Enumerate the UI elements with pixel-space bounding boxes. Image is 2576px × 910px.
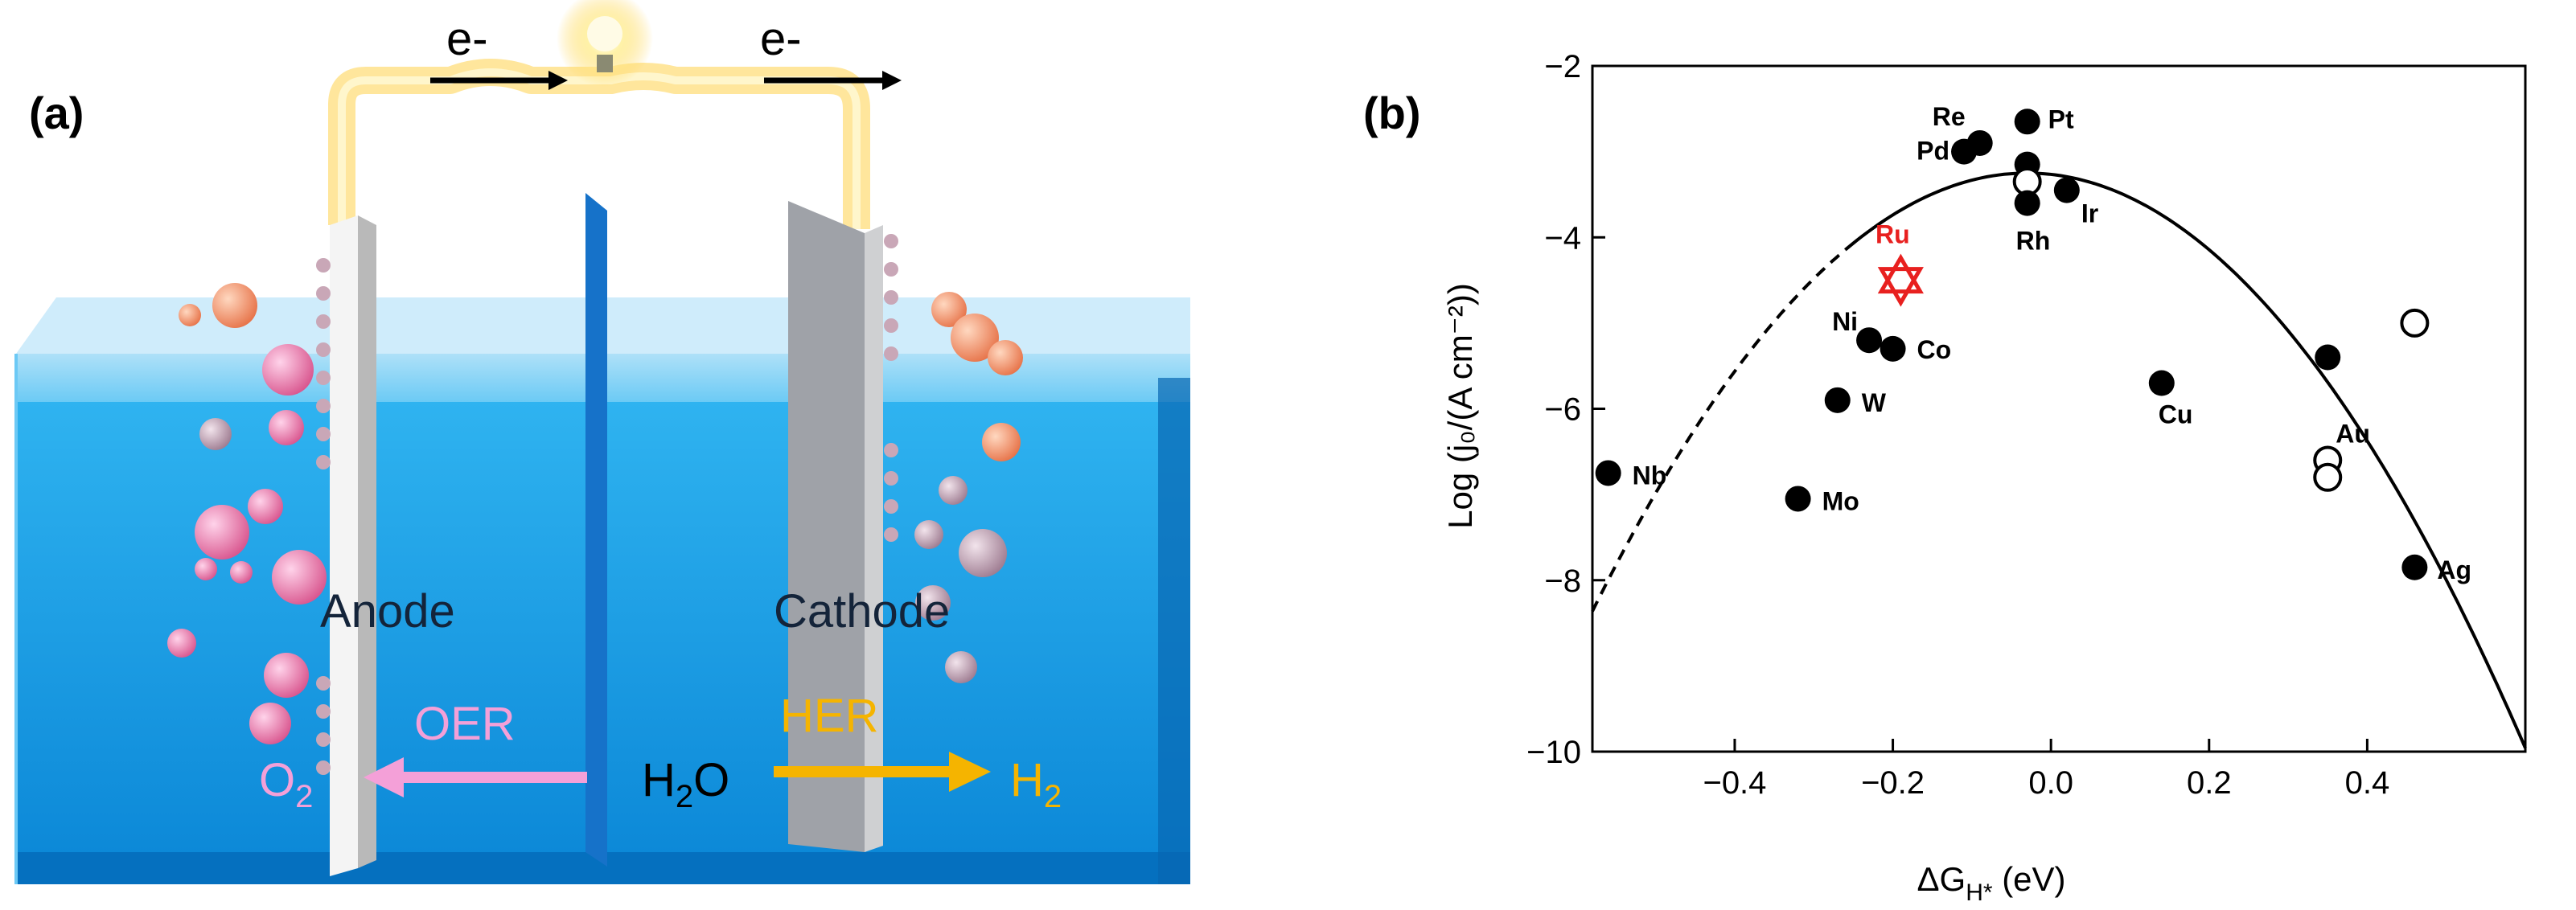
- electron-label-left: e-: [446, 13, 488, 65]
- cathode-beads: [884, 234, 898, 542]
- data-point: [2315, 344, 2341, 371]
- data-point-labels: Nb Mo W Ni Co Pd Re Pt Rh Ir Cu Au Ag: [1633, 102, 2471, 584]
- y-tick-label: −4: [1544, 220, 1581, 256]
- data-point: [2401, 554, 2428, 580]
- data-point-label: Pd: [1917, 137, 1949, 166]
- x-tick-label: −0.2: [1861, 765, 1925, 801]
- data-point-label: Re: [1933, 102, 1966, 131]
- data-point-label: Ir: [2081, 199, 2098, 228]
- anode-beads: [316, 258, 331, 775]
- ru-label: Ru: [1876, 220, 1910, 249]
- data-point-label: Mo: [1822, 486, 1859, 515]
- data-point: [1785, 486, 1811, 512]
- light-bulb-icon: [557, 0, 653, 87]
- x-tick-label: −0.4: [1703, 765, 1766, 801]
- y-axis-ticks: −10 −8 −6 −4 −2: [1526, 49, 1605, 770]
- electron-arrow-left: [430, 71, 568, 90]
- data-point: [2014, 190, 2040, 216]
- volcano-curve-dashed: [1591, 248, 1847, 613]
- y-tick-label: −10: [1526, 735, 1581, 770]
- data-point-label: Pt: [2048, 105, 2074, 133]
- water-reactant: H2O: [642, 754, 729, 814]
- y-axis-title: Log (j₀/(A cm⁻²)): [1441, 283, 1479, 529]
- electron-arrow-right: [764, 71, 902, 90]
- data-point: [2053, 177, 2080, 203]
- data-points: [1595, 109, 2430, 580]
- cathode-electrode: [788, 201, 883, 852]
- data-point-label: Rh: [2016, 227, 2051, 256]
- data-point-label: Au: [2336, 419, 2370, 448]
- volcano-plot: (b) −10−8−6−4−2 −0.4 −0.2 0.0 0.2 0.4 NbMoWN…: [1363, 49, 2527, 906]
- data-point: [1824, 387, 1851, 413]
- data-point: [2313, 462, 2343, 492]
- data-point: [2400, 308, 2430, 338]
- plot-frame: [1591, 64, 2527, 753]
- data-point: [2148, 370, 2175, 396]
- plot-border: [1591, 64, 2527, 753]
- y-tick-label: −6: [1544, 392, 1581, 428]
- membrane: [585, 193, 607, 867]
- data-point: [2014, 109, 2040, 135]
- her-label: HER: [780, 690, 878, 742]
- data-point-label: Co: [1917, 335, 1952, 364]
- oxygen-product: O2: [259, 754, 313, 814]
- anode-label: Anode: [320, 585, 455, 637]
- data-point: [1966, 129, 1993, 156]
- oer-label: OER: [414, 698, 516, 750]
- hydrogen-bubbles: [914, 292, 1023, 683]
- data-point-label: Nb: [1633, 461, 1667, 490]
- data-point-label: W: [1862, 388, 1887, 417]
- panel-b-label: (b): [1363, 88, 1421, 138]
- oer-arrow: [364, 757, 587, 797]
- ru-star-up: [1877, 253, 1924, 294]
- y-tick-label: −2: [1544, 49, 1581, 84]
- data-point-label: Ni: [1832, 307, 1858, 336]
- x-tick-label: 0.4: [2345, 765, 2390, 801]
- data-point: [1595, 460, 1621, 486]
- ru-star-down: [1877, 267, 1924, 307]
- panel-a-label: (a): [29, 88, 84, 138]
- x-axis-title: ΔGH* (eV): [1917, 860, 2065, 906]
- anode-electrode: [330, 215, 376, 876]
- x-tick-label: 0.0: [2028, 765, 2073, 801]
- data-point-label: Ag: [2437, 555, 2471, 584]
- electron-label-right: e-: [760, 13, 802, 65]
- volcano-curve: [1591, 171, 2527, 749]
- hydrogen-product: H2: [1010, 754, 1062, 814]
- x-axis-ticks: −0.4 −0.2 0.0 0.2 0.4: [1703, 739, 2389, 801]
- data-point: [1880, 335, 1906, 362]
- oxygen-bubbles: [167, 283, 327, 744]
- ru-highlight: Ru: [1876, 220, 1924, 307]
- volcano-curve-solid: [1844, 171, 2527, 749]
- electrolyzer-illustration: (a) e- e-: [14, 0, 1190, 884]
- data-point-label: Cu: [2159, 400, 2193, 429]
- her-arrow: [774, 752, 991, 792]
- data-point: [1856, 327, 1883, 354]
- cathode-label: Cathode: [774, 585, 950, 637]
- x-tick-label: 0.2: [2187, 765, 2232, 801]
- y-tick-label: −8: [1544, 564, 1581, 599]
